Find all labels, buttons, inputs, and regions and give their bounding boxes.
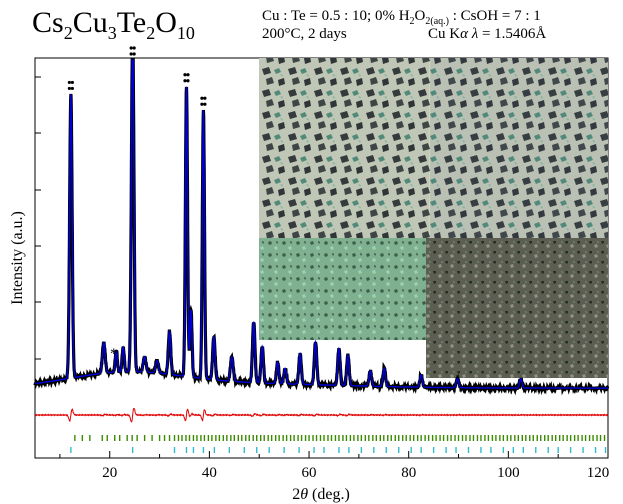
peak-dot [200,102,204,106]
peak-dot [70,86,74,91]
x-tick-label: 120 [587,465,610,481]
x-tick-label: 100 [497,465,520,481]
x-tick-label: 20 [102,465,117,481]
impurity-star: * [110,346,118,362]
peak-dot [203,96,207,100]
bragg-ticks-phase-2 [70,447,607,453]
temperature-duration: 200°C, 2 days [262,26,347,42]
synthesis-conditions: Cu : Te = 0.5 : 10; 0% H2O2(aq.) : CsOH … [262,8,541,27]
bragg-ticks-phase-1 [74,435,606,441]
y-axis-ticks [35,76,41,360]
x-axis: 20 40 60 80 100 120 [59,451,610,481]
crystal-photo-top-right [430,58,608,238]
x-tick-label: 60 [302,465,317,481]
peak-dot [203,102,207,106]
y-axis-label: Intensity (a.u.) [9,211,26,305]
crystal-photos-inset [259,58,608,378]
peak-dot [186,79,190,83]
peak-dot [70,80,74,85]
peak-dot [129,46,133,50]
crystal-photo-top [259,58,608,238]
crystal-photo-top-left [259,58,429,238]
x-tick-label: 40 [202,465,217,481]
crystal-photo-bottom-right [426,238,608,378]
x-tick-label: 80 [401,465,416,481]
x-axis-label: 2θ (deg.) [292,486,350,503]
peak-dot [132,52,136,56]
peak-dot [183,79,187,83]
peak-dot [67,80,71,85]
peak-dot [67,86,71,91]
peak-dots [67,46,207,106]
chart-title: Cs2Cu3Te2O10 [32,6,195,43]
calculated-pattern [35,59,608,389]
peak-dot [186,73,190,77]
peak-dot [132,46,136,50]
peak-dot [129,52,133,56]
peak-dot [200,96,204,100]
difference-curve [34,407,609,423]
peak-dot [183,73,187,77]
crystal-photo-bottom-left [259,238,426,340]
radiation-wavelength: Cu Kα λ = 1.5406Å [428,26,547,42]
